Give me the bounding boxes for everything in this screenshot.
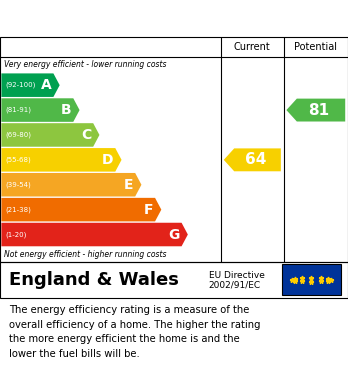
Text: (21-38): (21-38) <box>6 206 31 213</box>
Polygon shape <box>286 99 345 122</box>
Text: C: C <box>81 128 92 142</box>
Text: England & Wales: England & Wales <box>9 271 179 289</box>
Text: 64: 64 <box>245 152 266 167</box>
Text: Not energy efficient - higher running costs: Not energy efficient - higher running co… <box>4 250 167 259</box>
Text: 2002/91/EC: 2002/91/EC <box>209 281 261 290</box>
Text: D: D <box>102 153 113 167</box>
Polygon shape <box>1 74 60 97</box>
Text: 81: 81 <box>308 102 330 118</box>
Polygon shape <box>1 123 100 147</box>
Text: G: G <box>168 228 180 242</box>
Text: (1-20): (1-20) <box>6 231 27 238</box>
Text: (69-80): (69-80) <box>6 132 32 138</box>
Polygon shape <box>1 198 161 221</box>
Text: (81-91): (81-91) <box>6 107 32 113</box>
Text: (55-68): (55-68) <box>6 157 31 163</box>
Polygon shape <box>224 149 281 171</box>
Text: Energy Efficiency Rating: Energy Efficiency Rating <box>9 11 219 26</box>
Bar <box>282 264 341 295</box>
Text: The energy efficiency rating is a measure of the
overall efficiency of a home. T: The energy efficiency rating is a measur… <box>9 305 260 359</box>
Text: (92-100): (92-100) <box>6 82 36 88</box>
Text: Current: Current <box>234 42 271 52</box>
Polygon shape <box>1 148 121 172</box>
Text: Potential: Potential <box>294 42 337 52</box>
Text: EU Directive: EU Directive <box>209 271 265 280</box>
Text: F: F <box>144 203 153 217</box>
Text: A: A <box>41 78 52 92</box>
Text: E: E <box>124 178 133 192</box>
Text: Very energy efficient - lower running costs: Very energy efficient - lower running co… <box>4 60 167 69</box>
Polygon shape <box>1 98 80 122</box>
Text: B: B <box>61 103 72 117</box>
Text: (39-54): (39-54) <box>6 181 31 188</box>
Polygon shape <box>1 223 188 246</box>
Polygon shape <box>1 173 141 197</box>
